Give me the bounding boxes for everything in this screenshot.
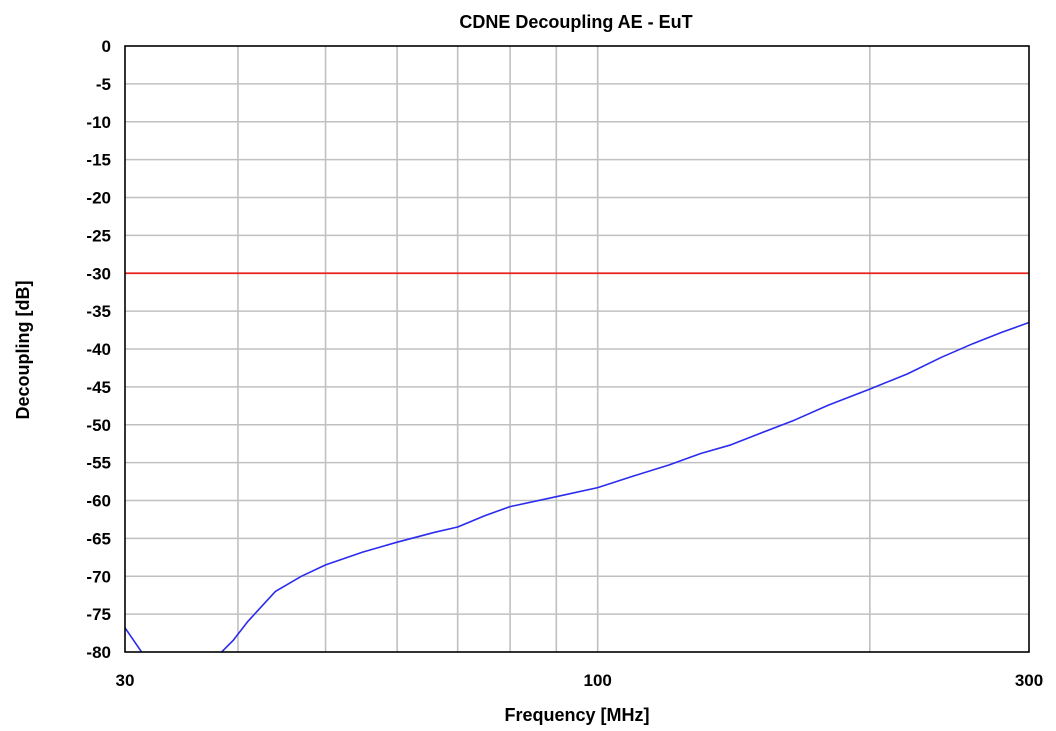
x-axis-label: Frequency [MHz] <box>504 705 649 725</box>
y-tick-label: -20 <box>86 189 111 208</box>
y-tick-label: -25 <box>86 226 111 245</box>
y-tick-label: -15 <box>86 151 111 170</box>
y-tick-label: -65 <box>86 529 111 548</box>
y-tick-label: -35 <box>86 302 111 321</box>
y-tick-label: -10 <box>86 113 111 132</box>
x-tick-labels: 30 100 300 <box>116 671 1044 690</box>
y-tick-label: -45 <box>86 378 111 397</box>
plot-frame <box>124 45 1030 653</box>
x-tick-label: 100 <box>583 671 611 690</box>
y-tick-label: -80 <box>86 643 111 662</box>
series-line-decoupling <box>125 321 1029 652</box>
x-tick-label: 300 <box>1015 671 1043 690</box>
grid <box>125 46 1029 652</box>
y-tick-labels: 0 -5 -10 -15 -20 -25 -30 -35 -40 -45 -50 -55 -60 -65 -… <box>86 37 111 662</box>
y-axis-label: Decoupling [dB] <box>13 281 33 420</box>
y-tick-label: 0 <box>102 37 111 56</box>
data-layer <box>125 272 1029 652</box>
y-tick-label: -55 <box>86 454 111 473</box>
y-tick-label: -40 <box>86 340 111 359</box>
y-tick-label: -30 <box>86 264 111 283</box>
y-tick-label: -75 <box>86 605 111 624</box>
x-tick-label: 30 <box>116 671 135 690</box>
y-tick-label: -70 <box>86 567 111 586</box>
y-tick-label: -60 <box>86 492 111 511</box>
y-tick-label: -5 <box>96 75 111 94</box>
y-tick-label: -50 <box>86 416 111 435</box>
chart-title: CDNE Decoupling AE - EuT <box>459 12 692 32</box>
